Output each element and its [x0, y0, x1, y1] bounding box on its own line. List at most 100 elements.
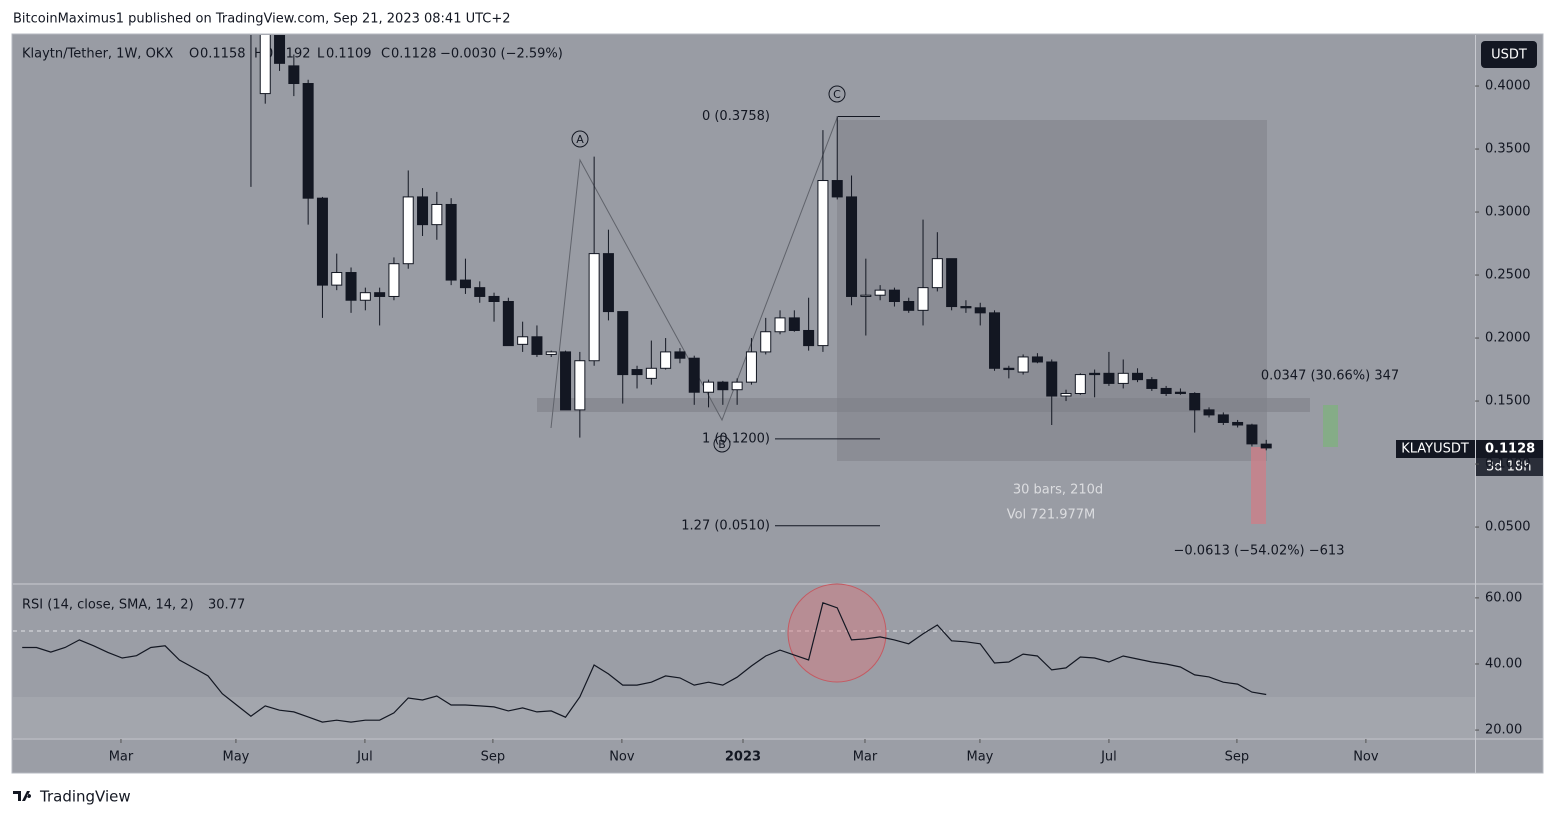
- candle-body: [388, 263, 400, 297]
- candle-body: [316, 197, 328, 286]
- wave-circle: [828, 85, 846, 103]
- candle-body: [402, 196, 414, 265]
- candle-body: [502, 301, 514, 347]
- candle-body: [931, 258, 943, 289]
- candle-body: [631, 369, 643, 376]
- y-tick-label: 0.3500: [1485, 142, 1531, 157]
- countdown: 3d 18h: [1486, 460, 1531, 475]
- candle-body: [302, 83, 314, 199]
- last-price-badge: [1476, 440, 1543, 458]
- candle-body: [445, 203, 457, 281]
- candle-body: [531, 336, 543, 355]
- legend: Klaytn/Tether, 1W, OKX O 0.1158 H 0.1192…: [22, 47, 563, 62]
- header: BitcoinMaximus1 published on TradingView…: [13, 12, 511, 27]
- range-stat: Vol 721.977M: [1007, 508, 1096, 523]
- candle-body: [760, 331, 772, 353]
- rsi-tick-label: 40.00: [1485, 656, 1522, 671]
- candle-body: [560, 351, 572, 411]
- fib-label: 1 (0.1200): [702, 431, 770, 446]
- candle-body: [817, 180, 829, 347]
- candle-body: [545, 351, 557, 355]
- candle-body: [574, 360, 586, 411]
- ticker-badge: [1396, 440, 1475, 458]
- x-tick-label: May: [222, 750, 249, 765]
- x-tick-label: Mar: [109, 750, 134, 765]
- ohlc-letter: L: [317, 47, 325, 62]
- candle-body: [331, 272, 343, 286]
- candle-body: [688, 357, 700, 393]
- target-up-box: [1323, 405, 1338, 447]
- candle-body: [989, 312, 1001, 369]
- candle-body: [1174, 391, 1186, 394]
- candle-body: [1146, 379, 1158, 389]
- footer-logo: [13, 791, 32, 801]
- wave-label: A: [576, 133, 584, 146]
- rsi-band: [13, 697, 1475, 738]
- wave-labels: A B C: [571, 85, 846, 453]
- candle-body: [1203, 409, 1215, 416]
- candle-body: [803, 329, 815, 347]
- x-tick-label: 2023: [725, 750, 761, 765]
- candle-body: [1217, 414, 1229, 423]
- candle-body: [703, 381, 715, 393]
- footer: TradingView: [39, 788, 131, 806]
- x-tick-label: Nov: [1353, 750, 1379, 765]
- candle-body: [660, 351, 672, 369]
- rsi-name: RSI (14, close, SMA, 14, 2): [22, 598, 194, 613]
- y-tick-label: 0.3000: [1485, 205, 1531, 220]
- candle-body: [960, 306, 972, 309]
- candle-body: [1132, 372, 1144, 381]
- candle-body: [874, 289, 886, 296]
- x-tick-label: May: [966, 750, 993, 765]
- candle-body: [359, 292, 371, 301]
- candle-body: [1089, 372, 1101, 376]
- candle-body: [488, 295, 500, 303]
- ohlc-value: 0.1128: [391, 47, 437, 62]
- candle-body: [1232, 421, 1244, 426]
- candle-body: [588, 253, 600, 362]
- candle-body: [617, 311, 629, 376]
- candle-body: [846, 196, 858, 297]
- candle-body: [1189, 392, 1201, 411]
- rsi-value: 30.77: [208, 598, 245, 613]
- candle-body: [1117, 372, 1129, 384]
- candle-body: [1060, 392, 1072, 397]
- ohlc-letter: H: [254, 47, 264, 62]
- countdown-badge: [1476, 458, 1543, 476]
- candle-body: [831, 180, 843, 198]
- target-down-box: [1251, 447, 1266, 524]
- y-tick-label: 0.2000: [1485, 331, 1531, 346]
- candle-body: [1031, 356, 1043, 363]
- candle-body: [674, 351, 686, 359]
- candle-body: [1003, 367, 1015, 371]
- candle-body: [645, 367, 657, 379]
- change: −0.0030 (−2.59%): [440, 47, 563, 62]
- candle-body: [745, 351, 757, 383]
- candle-body: [974, 307, 986, 314]
- ohlc-value: 0.1192: [265, 47, 311, 62]
- currency-badge[interactable]: [1481, 41, 1537, 68]
- candle-body: [1046, 361, 1058, 397]
- candle-body: [517, 336, 529, 345]
- ohlc-letter: C: [381, 47, 390, 62]
- range-stat: 30 bars, 210d: [1013, 483, 1103, 498]
- x-tick-label: Jul: [356, 750, 373, 765]
- rsi-pane: [22, 602, 1267, 723]
- x-tick-label: Sep: [481, 750, 506, 765]
- x-tick-label: Jul: [1100, 750, 1117, 765]
- currency[interactable]: USDT: [1491, 48, 1527, 63]
- target-down-label: −0.0613 (−54.02%) −613: [1174, 544, 1345, 559]
- fib-label: 1.27 (0.0510): [681, 518, 770, 533]
- y-tick-label: 0.1000: [1485, 457, 1531, 472]
- candle-body: [431, 203, 443, 226]
- wave-circle: [571, 130, 589, 148]
- ohlc-letter: O: [189, 47, 199, 62]
- candles: [250, 35, 1272, 451]
- candle-body: [860, 294, 872, 297]
- y-tick-label: 0.1500: [1485, 394, 1531, 409]
- ticker: KLAYUSDT: [1401, 442, 1469, 457]
- wave-circle: [713, 435, 731, 453]
- candle-body: [888, 289, 900, 303]
- candle-body: [903, 301, 915, 311]
- x-tick-label: Mar: [853, 750, 878, 765]
